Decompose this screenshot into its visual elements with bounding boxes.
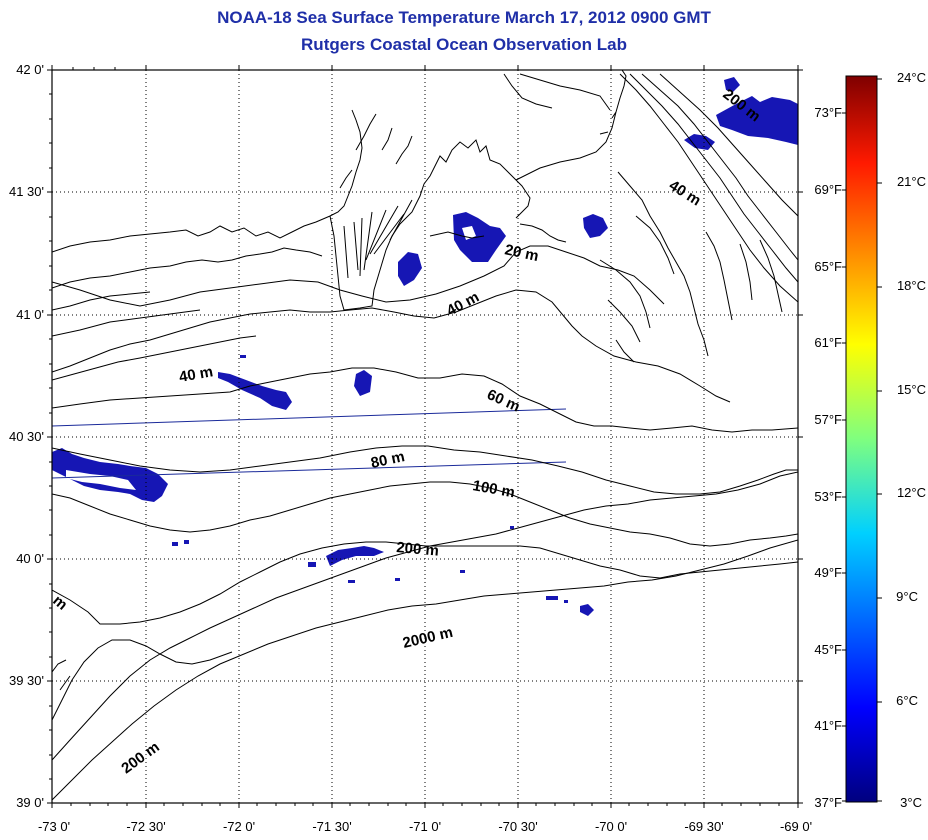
map-content [52,70,798,801]
coastline-long-island [52,247,323,289]
contour-100m [52,481,798,547]
lat-lon-grid [52,70,798,803]
axis-ticks [47,65,803,808]
coastline-marthas-vineyard [429,231,485,239]
colorbar [845,75,878,803]
colorbar-f-61: 61°F [814,335,842,350]
contour-ne-gulf [503,73,611,111]
coastline-bay-sides [339,113,413,189]
contour-label-100m: 100 m [471,477,516,501]
colorbar-c-9: 9°C [896,589,918,604]
colorbar-c-15: 15°C [897,382,926,397]
sst-patch-west [52,448,168,502]
sst-patch-40m [218,372,292,410]
contour-label-2000m: 2000 m [401,624,454,652]
lat-label-40: 40 0' [16,551,44,566]
colorbar-fahrenheit-labels: 73°F 69°F 65°F 61°F 57°F 53°F 49°F 45°F … [814,105,842,810]
colorbar-f-65: 65°F [814,259,842,274]
lat-label-41-30: 41 30' [9,184,44,199]
lon-label-70: -70 0' [595,819,627,834]
contour-ne-slope-2 [629,73,798,283]
contour-40m-south [52,335,257,381]
lat-label-39-30: 39 30' [9,673,44,688]
contour-2000m [52,471,798,761]
colorbar-c-12: 12°C [897,485,926,500]
colorbar-f-49: 49°F [814,565,842,580]
lon-label-69-30: -69 30' [684,819,723,834]
lon-label-71-30: -71 30' [312,819,351,834]
bathymetry-contours [52,73,798,801]
sst-cold-patches [52,77,798,616]
contour-canyon-sw [52,639,233,721]
lon-label-73: -73 0' [38,819,70,834]
colorbar-c-21: 21°C [897,174,926,189]
contour-deep-south [52,539,798,801]
colorbar-c-6: 6°C [896,693,918,708]
coastline-connecticut-ri [52,109,363,253]
coastline [52,70,627,311]
colorbar-f-53: 53°F [814,489,842,504]
contour-80m [52,445,798,495]
contour-ne-slope-4 [659,73,798,217]
contour-shelf-west [52,291,201,337]
lon-label-70-30: -70 30' [498,819,537,834]
lat-label-39: 39 0' [16,795,44,810]
colorbar-f-41: 41°F [814,718,842,733]
axis-minor-ticks [49,93,780,806]
sst-patch-northeast-small [724,77,740,92]
contour-label-edge: m [49,592,70,614]
sst-patch-south-block [354,370,372,396]
contour-label-200m-sw: 200 m [118,738,162,777]
contour-georges-shoals [599,171,709,363]
coastline-bay-detail [343,199,413,279]
contour-label-20m: 20 m [503,241,540,265]
contour-ne-slope-3 [641,73,798,261]
lon-label-72-30: -72 30' [126,819,165,834]
contour-label-200m-mid: 200 m [396,539,440,560]
colorbar-c-24: 24°C [897,70,926,85]
colorbar-f-73: 73°F [814,105,842,120]
coastline-cape-cod [515,70,627,181]
colorbar-f-69: 69°F [814,182,842,197]
colorbar-f-57: 57°F [814,412,842,427]
contour-20m [52,245,665,307]
satellite-track-lines [52,408,567,479]
contour-200m [52,541,798,625]
lat-label-40-30: 40 30' [9,429,44,444]
contour-label-80m: 80 m [369,448,406,472]
lon-label-71: -71 0' [409,819,441,834]
contour-40m-north [52,289,731,403]
colorbar-c-3: 3°C [900,795,922,810]
lat-label-42: 42 0' [16,62,44,77]
contour-georges-loops [705,231,783,321]
contour-label-40m-ne: 40 m [666,177,704,210]
colorbar-f-45: 45°F [814,642,842,657]
sst-patch-georges-ne [684,134,715,150]
contour-labels: 200 m 40 m 20 m 40 m 40 m 60 m 80 m 100 … [49,86,763,777]
lon-label-69: -69 0' [780,819,812,834]
colorbar-f-37: 37°F [814,795,842,810]
colorbar-c-18: 18°C [897,278,926,293]
contour-60m [52,367,798,433]
lon-label-72: -72 0' [223,819,255,834]
sst-patch-east-shelf [580,604,594,616]
coastline-narragansett [329,139,531,311]
lat-label-41: 41 0' [16,307,44,322]
sst-patch-vineyard [398,252,422,286]
colorbar-celsius-labels: 24°C 21°C 18°C 15°C 12°C 9°C 6°C 3°C [896,70,926,810]
coastline-nantucket [519,223,567,243]
map-subtitle: Rutgers Coastal Ocean Observation Lab [301,35,627,54]
contour-label-40m-west: 40 m [178,363,215,386]
sst-patch-shelfbreak [326,546,384,566]
map-title: NOAA-18 Sea Surface Temperature March 17… [217,8,711,27]
sst-patch-northeast [716,96,798,145]
colorbar-ticks [842,78,882,802]
sst-patch-east [583,214,608,238]
contour-ne-slope-1 [619,73,798,303]
